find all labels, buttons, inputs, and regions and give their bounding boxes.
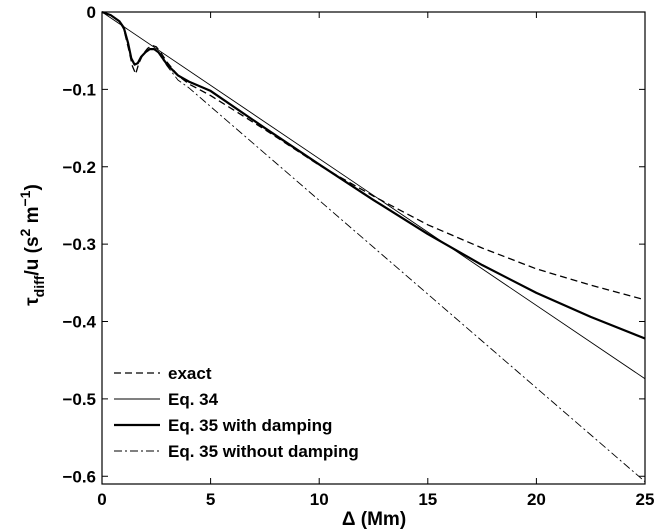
y-tick-label: −0.5 [62,390,96,409]
x-tick-label: 15 [418,490,437,509]
legend-label-2: Eq. 34 [168,390,219,409]
plot-background [102,12,645,484]
y-label-sup1: 2 [17,228,33,236]
y-label-rest: /u (s [22,236,43,275]
y-tick-label: 0 [87,3,96,22]
legend: exact Eq. 34 Eq. 35 with damping Eq. 35 wit… [114,364,359,461]
x-tick-label: 25 [636,490,655,509]
y-label-end: ) [22,184,43,190]
series-layer [101,10,646,483]
y-tick-label: −0.2 [62,158,96,177]
x-tick-label: 20 [527,490,546,509]
plot-area [102,12,645,484]
axes-frame [101,11,646,485]
y-label-sup2: −1 [17,190,33,206]
y-label-mid: m [22,207,43,229]
legend-label-3: Eq. 35 with damping [168,416,332,435]
series-line-4 [101,11,646,483]
y-tick-label: −0.4 [62,313,96,332]
x-axis-label: Δ (Mm) [342,509,406,530]
y-tick-label: −0.6 [62,467,96,486]
y-axis-label: τdiff/u (s2 m−1) [17,184,47,306]
x-tick-label: 10 [310,490,329,509]
series-line-2 [101,11,646,380]
axes-layer: 0 5 10 15 20 25 0 −0.1 −0.2 −0.3 −0.4 −0.5 −0.6 [62,3,654,509]
y-tick-label: −0.3 [62,235,96,254]
legend-label-1: exact [168,364,212,383]
x-tick-label: 0 [97,490,106,509]
y-tick-label: −0.1 [62,80,96,99]
y-label-sub: diff [31,275,47,297]
legend-label-4: Eq. 35 without damping [168,442,359,461]
y-label-base: τ [22,297,43,306]
x-tick-label: 5 [206,490,215,509]
